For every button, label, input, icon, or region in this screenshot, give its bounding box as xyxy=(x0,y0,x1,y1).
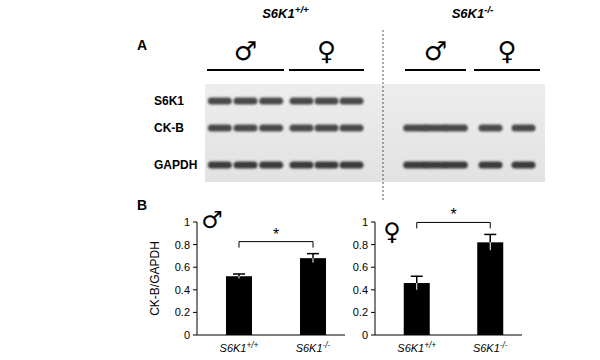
significance-label: * xyxy=(450,206,456,223)
y-tick-label: 0 xyxy=(362,329,368,341)
blot-band xyxy=(340,98,364,105)
blot-band xyxy=(315,162,339,169)
error-bar xyxy=(307,254,319,263)
row-label: S6K1 xyxy=(154,94,184,108)
blot-band xyxy=(315,98,339,105)
genotype-header: S6K1-/- xyxy=(452,4,494,22)
blot-band xyxy=(479,162,503,169)
y-tick xyxy=(193,222,197,223)
blot-membrane xyxy=(205,84,545,182)
blot-band xyxy=(340,125,364,132)
group-line xyxy=(474,69,540,71)
y-axis-label: CK-B/GAPDH xyxy=(148,241,162,316)
sex-symbol: ♂ xyxy=(234,36,257,66)
y-tick xyxy=(371,267,375,268)
y-tick-label: 1 xyxy=(362,216,368,228)
blot-band xyxy=(259,162,283,169)
y-tick-label: 0.4 xyxy=(353,284,368,296)
plot-area xyxy=(226,254,326,335)
y-tick-label: 0.6 xyxy=(353,261,368,273)
error-bar xyxy=(484,234,496,250)
blot-band xyxy=(234,125,258,132)
blot-band xyxy=(444,125,468,132)
chart-title: ♀ xyxy=(383,218,401,246)
y-tick xyxy=(371,244,375,245)
blot-band xyxy=(234,98,258,105)
panel-label: A xyxy=(137,37,147,53)
blot-band xyxy=(340,162,364,169)
blot-band xyxy=(259,125,283,132)
y-tick-label: 0.6 xyxy=(175,261,190,273)
genotype-header: S6K1+/+ xyxy=(262,4,309,22)
chart-title: ♂ xyxy=(201,206,223,234)
y-tick-label: 0.4 xyxy=(175,284,190,296)
error-bar xyxy=(411,276,423,290)
blot-band xyxy=(512,162,536,169)
blot-band xyxy=(290,162,314,169)
blot-band xyxy=(208,125,232,132)
bar xyxy=(226,276,252,335)
figure: ABS6K1+/+♂♀S6K1-/-♂♀S6K1CK-BGAPDH♂CK-B/G… xyxy=(0,0,600,360)
x-tick-label: S6K1+/+ xyxy=(397,341,436,355)
sex-symbol: ♂ xyxy=(424,36,447,66)
y-tick-label: 1 xyxy=(184,216,190,228)
y-axis xyxy=(375,222,376,335)
sex-symbol: ♀ xyxy=(317,36,336,66)
blot-band xyxy=(234,162,258,169)
plot-area xyxy=(404,234,504,335)
y-axis xyxy=(197,222,198,335)
bar-chart: ♂ CK-B/GAPDH 0 0.2 0.4 0.6 0.8 1 S6K1+/+ S6K1-/- * xyxy=(148,206,345,354)
y-tick xyxy=(371,222,375,223)
bar xyxy=(300,258,326,335)
y-tick xyxy=(193,244,197,245)
y-tick-label: 0.8 xyxy=(353,239,368,251)
y-tick xyxy=(193,312,197,313)
blot-band xyxy=(315,125,339,132)
blot-band xyxy=(208,162,232,169)
divider xyxy=(383,30,384,200)
x-tick-label: S6K1-/- xyxy=(473,341,508,355)
bar xyxy=(404,283,430,335)
blot-band xyxy=(290,98,314,105)
group-line xyxy=(289,69,364,71)
group-line xyxy=(405,69,466,71)
y-tick xyxy=(193,335,197,336)
y-tick-label: 0 xyxy=(184,329,190,341)
x-tick-label: S6K1+/+ xyxy=(220,341,259,355)
panel-label: B xyxy=(137,197,147,213)
blot-band xyxy=(290,125,314,132)
y-tick xyxy=(193,267,197,268)
blot-band xyxy=(444,162,468,169)
y-tick-label: 0.2 xyxy=(175,306,190,318)
y-tick xyxy=(371,312,375,313)
y-tick xyxy=(371,335,375,336)
error-bar xyxy=(233,274,245,279)
blot-band xyxy=(208,98,232,105)
bar xyxy=(477,242,503,335)
y-tick xyxy=(193,289,197,290)
blot-band xyxy=(259,98,283,105)
row-label: GAPDH xyxy=(154,158,197,172)
y-tick-label: 0.8 xyxy=(175,239,190,251)
significance-label: * xyxy=(273,226,279,243)
bar-chart: ♀ 0 0.2 0.4 0.6 0.8 1 S6K1+/+ S6K1-/- * xyxy=(353,206,522,354)
blot-band xyxy=(479,125,503,132)
y-tick xyxy=(371,289,375,290)
group-line xyxy=(207,69,284,71)
blot-band xyxy=(512,125,536,132)
y-tick-label: 0.2 xyxy=(353,306,368,318)
x-tick-label: S6K1-/- xyxy=(296,341,331,355)
row-label: CK-B xyxy=(154,121,184,135)
sex-symbol: ♀ xyxy=(497,36,516,66)
